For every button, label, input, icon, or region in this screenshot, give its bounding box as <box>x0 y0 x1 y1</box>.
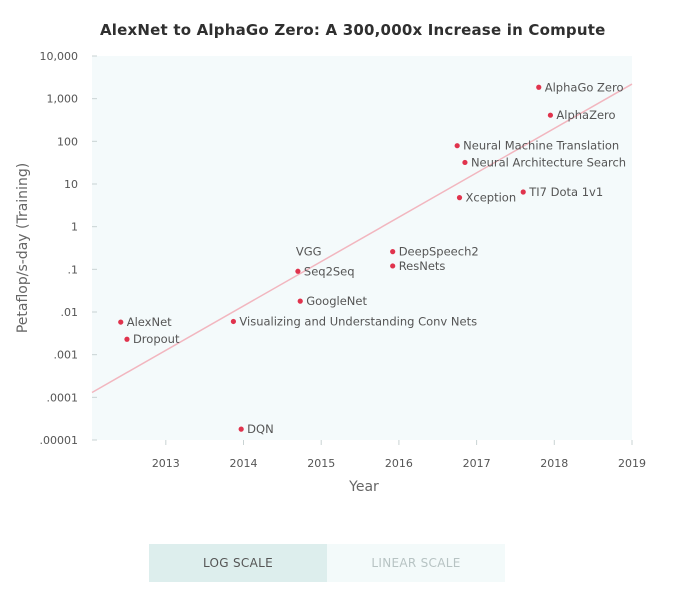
data-point: VGG <box>296 244 322 258</box>
data-point: Dropout <box>124 332 180 346</box>
y-tick-label: .0001 <box>47 391 79 404</box>
y-axis-label: Petaflop/s-day (Training) <box>15 163 31 333</box>
data-point: TI7 Dota 1v1 <box>520 185 603 199</box>
point-label: Neural Machine Translation <box>463 139 619 153</box>
plot-area <box>92 56 632 440</box>
log-scale-button[interactable]: LOG SCALE <box>149 544 327 582</box>
point-label: Seq2Seq <box>304 264 355 278</box>
point-marker <box>124 336 130 342</box>
y-tick-label: 1,000 <box>47 93 79 106</box>
chart-title: AlexNet to AlphaGo Zero: A 300,000x Incr… <box>100 21 606 39</box>
y-tick-label: 1 <box>71 221 78 234</box>
x-tick-label: 2015 <box>307 457 335 470</box>
data-point: Neural Architecture Search <box>462 155 626 169</box>
point-marker <box>390 249 396 255</box>
x-axis-label: Year <box>348 479 379 495</box>
point-label: AlphaZero <box>556 108 615 122</box>
point-label: GoogleNet <box>306 294 367 308</box>
x-axis-ticks: 2013 2014 2015 2016 2017 2018 2019 <box>152 440 646 470</box>
point-marker <box>238 426 244 432</box>
point-marker <box>454 143 460 149</box>
y-tick-label: .00001 <box>40 434 79 447</box>
y-tick-label: .01 <box>61 306 79 319</box>
scatter-chart: 10,000 1,000 100 10 1 .1 .01 .001 .0001 .00001 20… <box>15 50 646 495</box>
y-tick-label: .001 <box>54 349 79 362</box>
point-marker <box>547 112 554 118</box>
point-label: Visualizing and Understanding Conv Nets <box>239 314 477 328</box>
linear-scale-button[interactable]: LINEAR SCALE <box>327 544 505 582</box>
data-point: Visualizing and Understanding Conv Nets <box>230 314 477 328</box>
data-point: GoogleNet <box>297 294 367 308</box>
data-point: Seq2Seq <box>295 264 355 278</box>
x-tick-label: 2019 <box>618 457 646 470</box>
point-label: Xception <box>466 191 517 205</box>
x-tick-label: 2017 <box>463 457 491 470</box>
data-points: AlexNet Dropout DQN Visualizing and Underst… <box>118 80 626 436</box>
data-point: AlphaGo Zero <box>536 80 624 94</box>
y-tick-label: .1 <box>68 263 79 276</box>
data-point: AlphaZero <box>547 108 616 122</box>
point-label: VGG <box>296 244 322 258</box>
point-label: ResNets <box>399 259 446 273</box>
x-tick-label: 2014 <box>230 457 258 470</box>
data-point: DeepSpeech2 <box>390 245 479 259</box>
point-label: Neural Architecture Search <box>471 155 626 169</box>
point-marker <box>520 189 526 195</box>
data-point: AlexNet <box>118 315 172 329</box>
point-label: DQN <box>247 422 274 436</box>
data-point: Neural Machine Translation <box>454 139 619 153</box>
y-axis-ticks: 10,000 1,000 100 10 1 .1 .01 .001 .0001 .00001 <box>40 50 97 447</box>
point-marker <box>390 263 396 269</box>
point-marker <box>295 268 301 274</box>
x-tick-label: 2016 <box>385 457 413 470</box>
point-marker <box>118 319 124 325</box>
point-label: TI7 Dota 1v1 <box>528 185 603 199</box>
x-tick-label: 2018 <box>540 457 568 470</box>
point-label: AlphaGo Zero <box>545 80 624 94</box>
y-tick-label: 10 <box>64 178 78 191</box>
y-tick-label: 10,000 <box>40 50 79 63</box>
point-marker <box>297 298 303 304</box>
y-tick-label: 100 <box>57 135 78 148</box>
data-point: ResNets <box>390 259 445 273</box>
point-label: DeepSpeech2 <box>399 245 479 259</box>
data-point: Xception <box>456 191 517 205</box>
point-marker <box>230 318 237 325</box>
point-marker <box>462 159 468 166</box>
data-point: DQN <box>238 422 274 436</box>
point-label: AlexNet <box>127 315 172 329</box>
point-label: Dropout <box>133 332 180 346</box>
trend-line <box>91 83 633 394</box>
x-tick-label: 2013 <box>152 457 180 470</box>
point-marker <box>536 84 542 90</box>
point-marker <box>456 195 463 201</box>
